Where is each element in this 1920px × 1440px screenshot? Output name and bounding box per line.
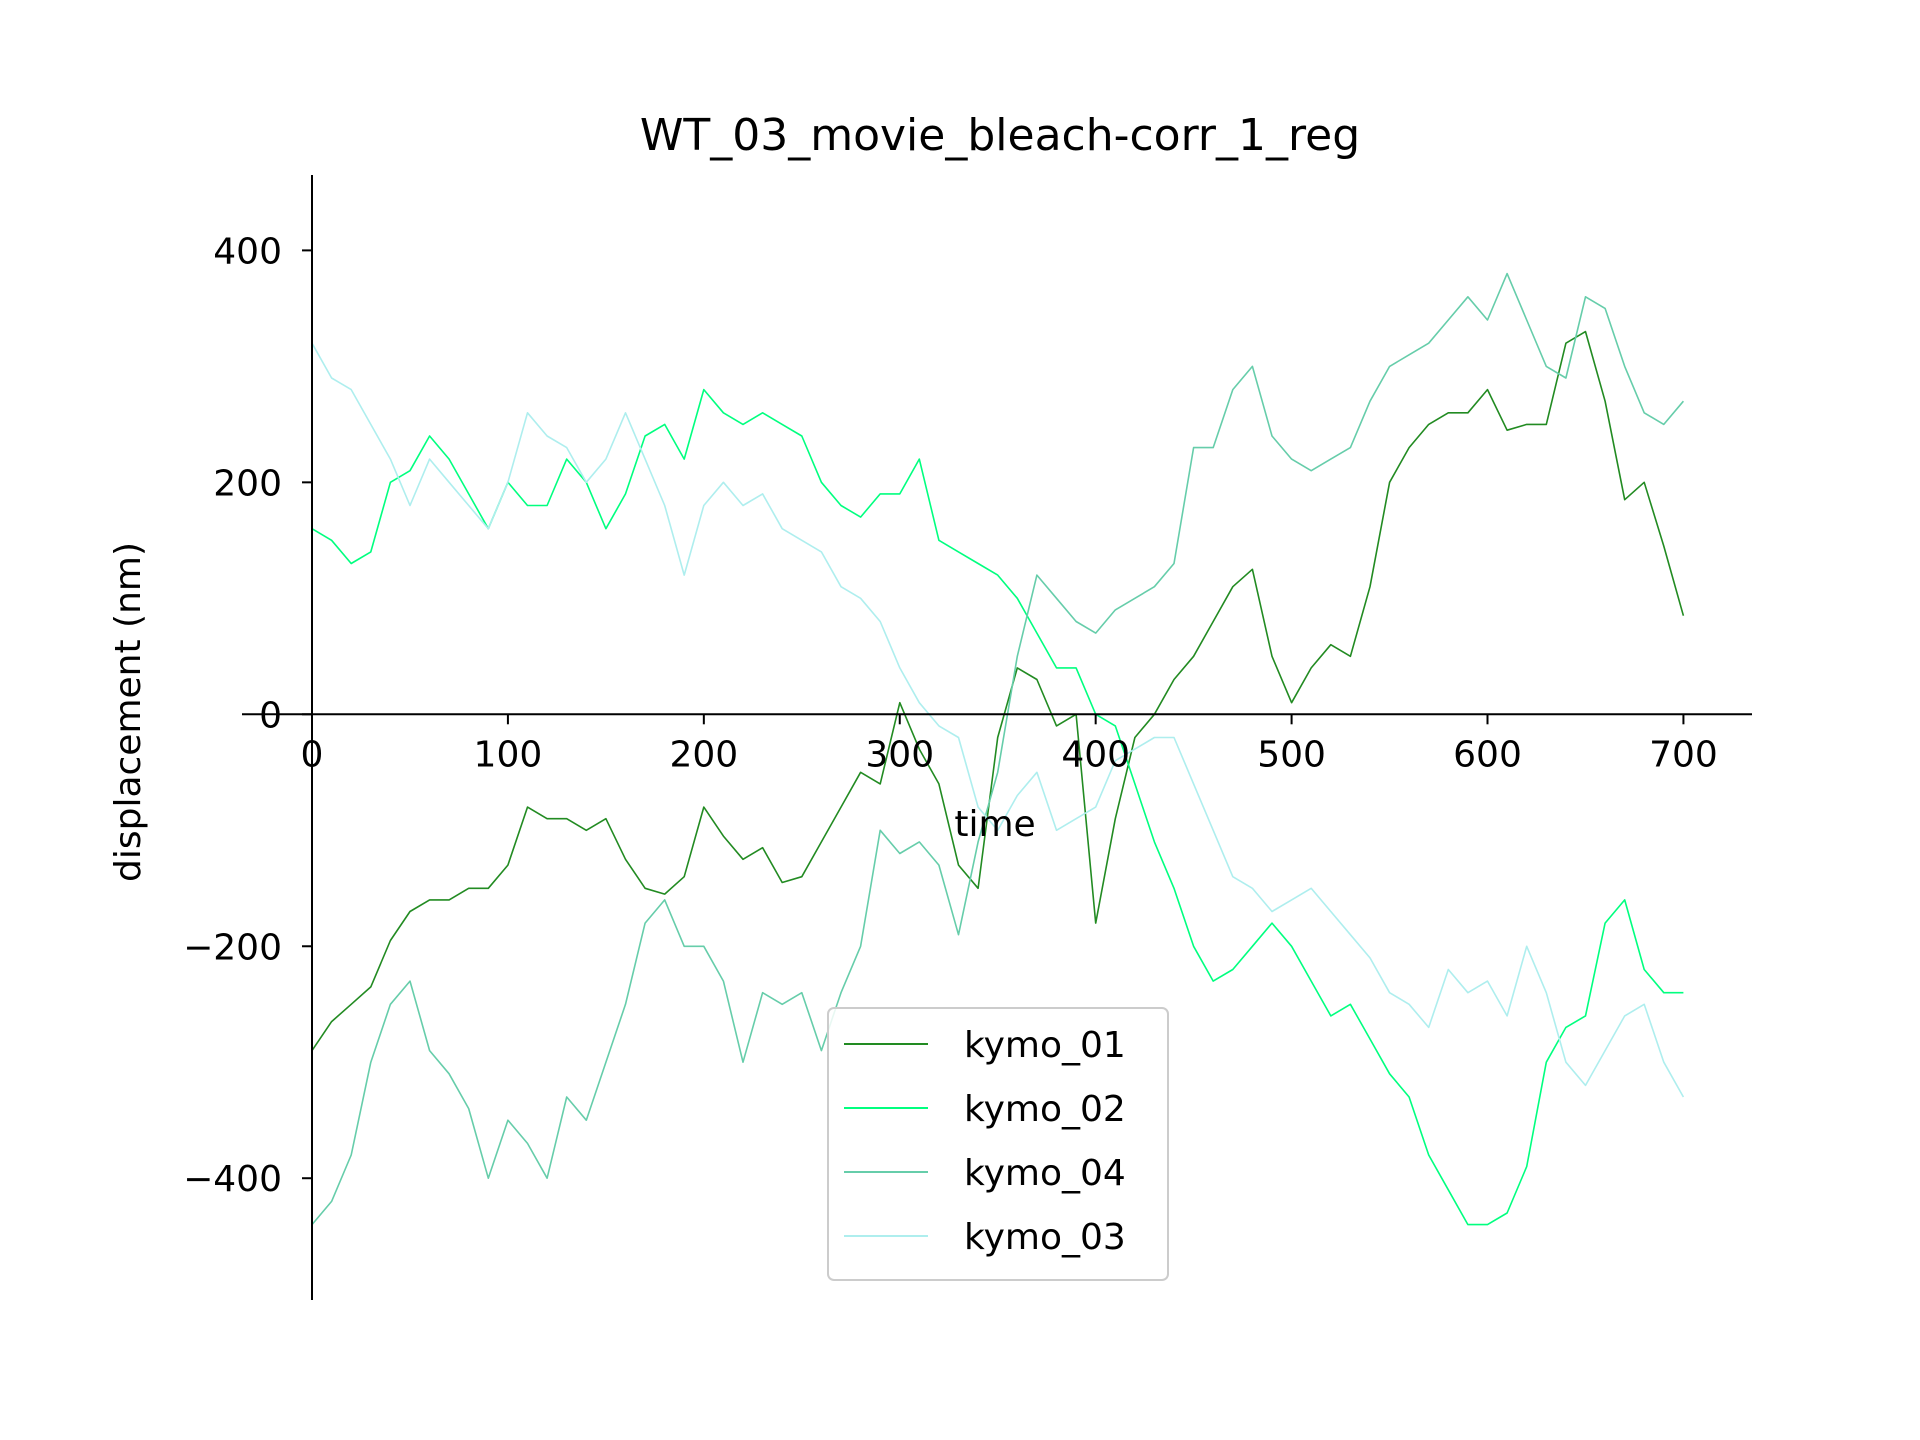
x-axis-label: time bbox=[954, 804, 1035, 845]
x-tick-label: 500 bbox=[1257, 734, 1326, 775]
legend-label-kymo_02: kymo_02 bbox=[964, 1089, 1126, 1130]
x-tick-label: 700 bbox=[1649, 734, 1718, 775]
series-line-kymo_02 bbox=[311, 388, 1684, 1226]
x-tick-label: 200 bbox=[669, 734, 738, 775]
axes-layer: 0 100 200 300 400 500 600 700 −400 −200 0 200 400 bbox=[183, 175, 1752, 1300]
legend-box bbox=[827, 1007, 1169, 1281]
y-tick-label: 400 bbox=[213, 231, 282, 272]
x-tick-label: 0 bbox=[301, 734, 324, 775]
y-tick-label: −400 bbox=[183, 1159, 282, 1200]
series-line-kymo_01 bbox=[311, 330, 1685, 1052]
series-line-kymo_03 bbox=[311, 342, 1685, 1098]
y-tick-label: −200 bbox=[183, 927, 282, 968]
series-layer bbox=[311, 272, 1685, 1226]
x-tick-label: 300 bbox=[865, 734, 934, 775]
chart-title: WT_03_movie_bleach-corr_1_reg bbox=[640, 110, 1360, 161]
series-line-kymo_04 bbox=[311, 272, 1685, 1226]
y-tick-label: 0 bbox=[259, 695, 282, 736]
legend: kymo_01 kymo_02 kymo_04 kymo_03 bbox=[827, 1007, 1169, 1281]
legend-label-kymo_01: kymo_01 bbox=[964, 1025, 1126, 1066]
legend-label-kymo_03: kymo_03 bbox=[964, 1217, 1126, 1258]
legend-label-kymo_04: kymo_04 bbox=[964, 1153, 1126, 1194]
y-axis-label: displacement (nm) bbox=[108, 542, 149, 882]
x-tick-label: 100 bbox=[474, 734, 543, 775]
x-tick-label: 400 bbox=[1061, 734, 1130, 775]
y-tick-label: 200 bbox=[213, 463, 282, 504]
x-tick-label: 600 bbox=[1453, 734, 1522, 775]
